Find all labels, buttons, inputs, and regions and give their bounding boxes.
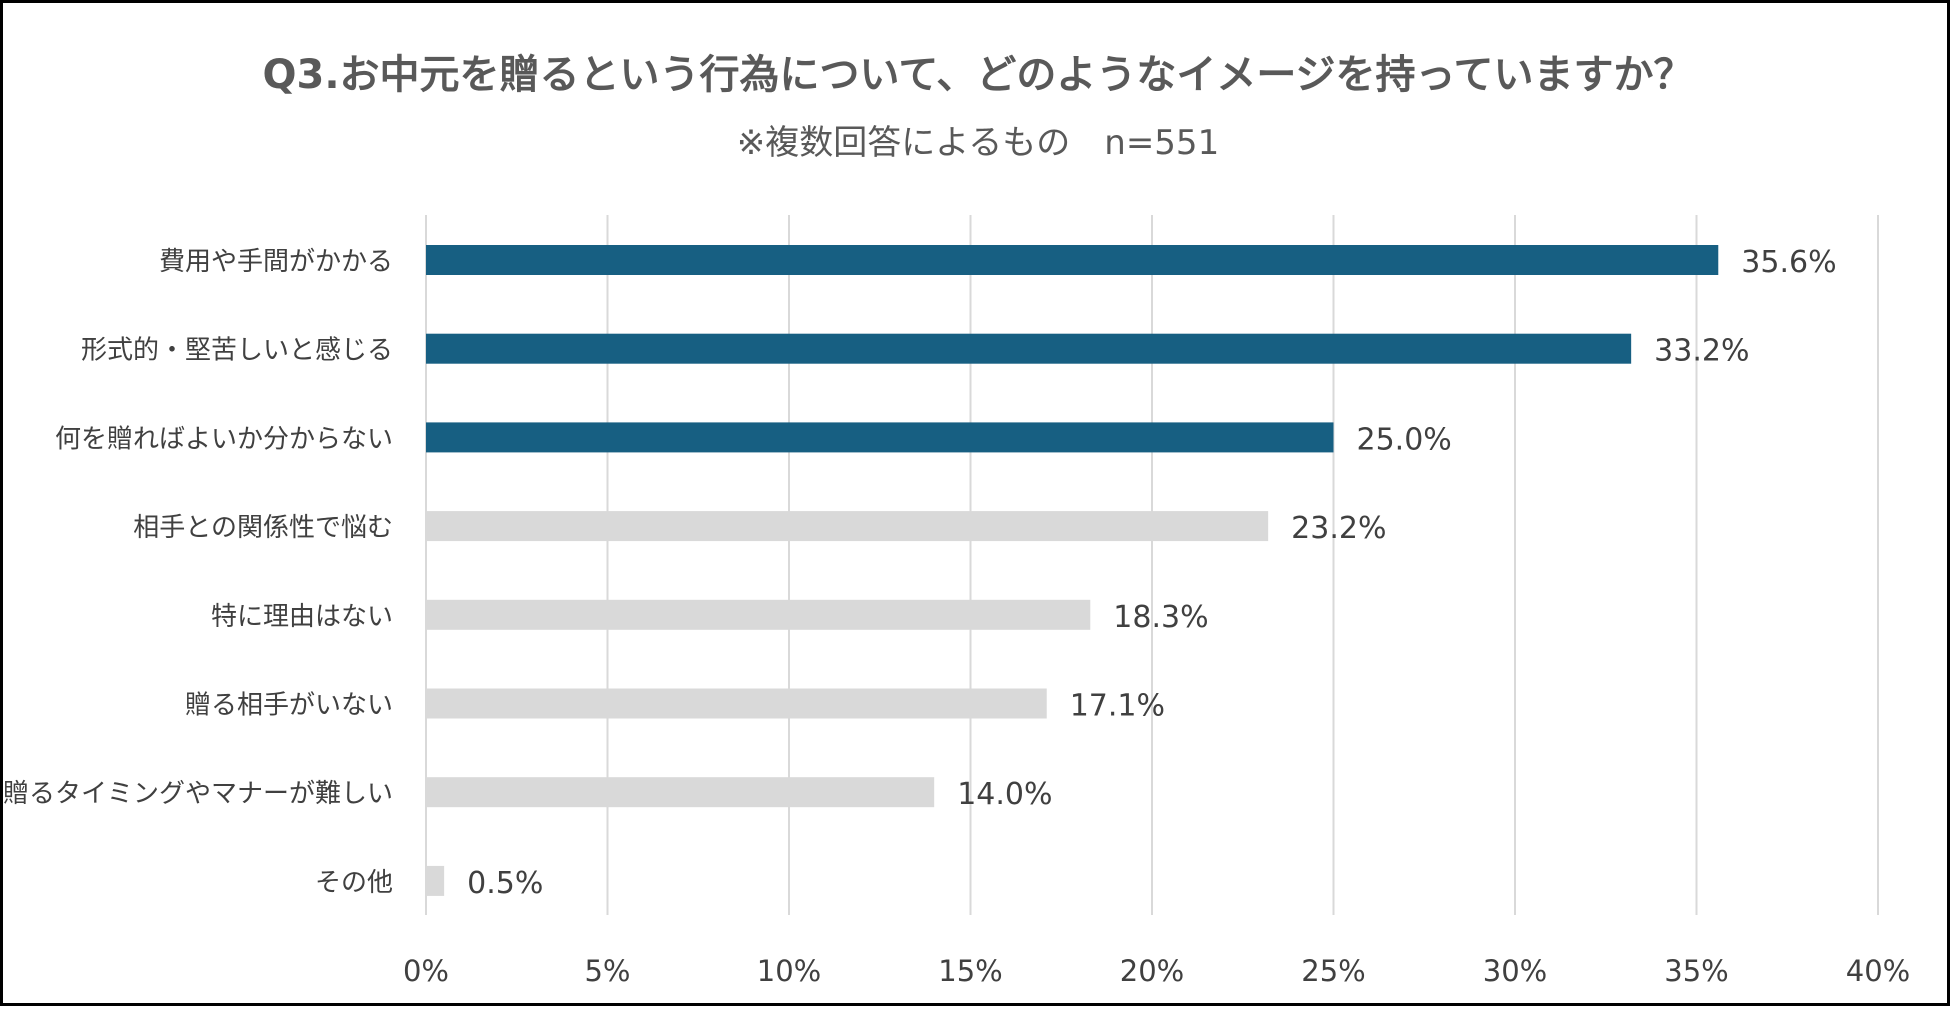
x-tick-label: 30% (1483, 954, 1547, 988)
data-label: 23.2% (1291, 511, 1386, 546)
bar (426, 599, 1091, 630)
x-tick-label: 0% (403, 954, 449, 988)
x-tick-label: 15% (938, 954, 1002, 988)
category-label: 特に理由はない (211, 602, 393, 632)
chart-subtitle: ※複数回答によるもの n=551 (736, 123, 1220, 163)
data-label: 35.6% (1741, 245, 1836, 280)
data-label: 25.0% (1357, 422, 1452, 457)
x-tick-label: 35% (1664, 954, 1728, 988)
category-label: 贈るタイミングやマナーが難しい (3, 779, 393, 809)
data-label: 18.3% (1113, 600, 1208, 635)
bar (426, 422, 1334, 453)
bar (426, 865, 445, 896)
bar (426, 777, 935, 808)
x-tick-label: 20% (1120, 954, 1184, 988)
category-label: 贈る相手がいない (185, 691, 393, 721)
bar (426, 333, 1632, 364)
data-label: 33.2% (1654, 334, 1749, 369)
data-label: 14.0% (957, 777, 1052, 812)
x-tick-label: 10% (757, 954, 821, 988)
category-label: 形式的・堅苦しいと感じる (81, 336, 393, 366)
chart-title: Q3.お中元を贈るという行為について、どのようなイメージを持っていますか？ (262, 52, 1694, 98)
category-label: 何を贈ればよいか分からない (55, 424, 393, 454)
bars (426, 245, 1719, 896)
labels: 0% 5% 10% 15% 20% 25% 30% 35% 40% 費用や手間がかかる 35.6% 形… (3, 245, 1910, 988)
data-label: 17.1% (1070, 689, 1165, 724)
bar-chart: 0% 5% 10% 15% 20% 25% 30% 35% 40% 費用や手間がかかる 35.6% 形… (3, 215, 1910, 988)
category-label: その他 (315, 868, 393, 898)
bar (426, 511, 1269, 542)
category-label: 相手との関係性で悩む (133, 513, 393, 543)
gridlines (425, 215, 1879, 915)
x-tick-label: 40% (1846, 954, 1910, 988)
bar (426, 245, 1719, 275)
category-label: 費用や手間がかかる (159, 247, 393, 277)
x-tick-label: 25% (1301, 954, 1365, 988)
x-tick-label: 5% (584, 954, 630, 988)
data-label: 0.5% (467, 866, 543, 901)
bar (426, 688, 1047, 719)
